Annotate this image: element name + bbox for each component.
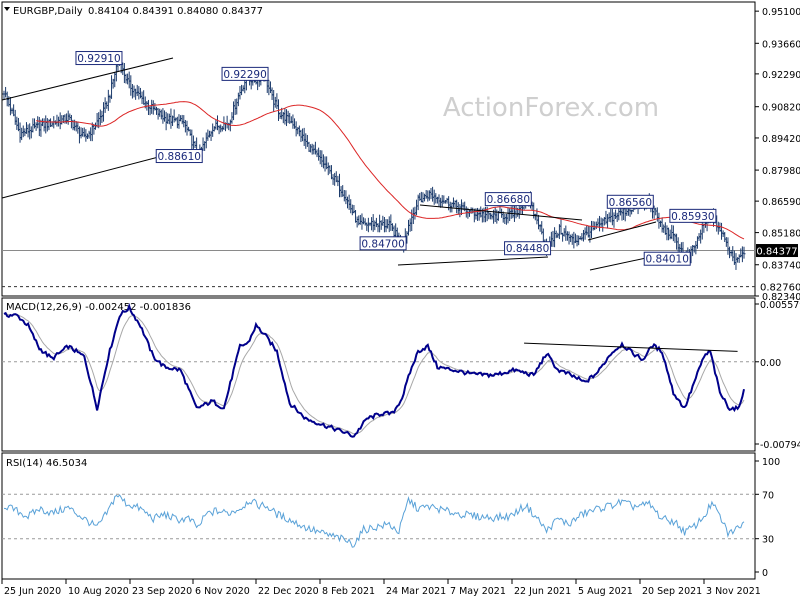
symbol-label: EURGBP,Daily (13, 6, 83, 17)
price-annotation: 0.86680 (484, 192, 532, 207)
price-axis-label: 0.93660 (762, 39, 800, 50)
trendline (1, 57, 174, 101)
price-layer: 0.92910 0.92290 0.88610 0.84700 0.86680 0.844… (1, 51, 755, 288)
price-axis-label: 0.87980 (762, 166, 800, 177)
annotation-box (484, 192, 532, 207)
rsi-axis-label: 30 (762, 535, 774, 546)
annotation-label: 0.84010 (646, 254, 689, 266)
annotation-label: 0.92910 (77, 53, 120, 65)
annotation-box (669, 208, 717, 223)
date-axis-label: 25 Jun 2020 (4, 586, 61, 597)
macd-label: MACD(12,26,9) -0.002452 -0.001836 (6, 302, 191, 313)
current-price-tag: 0.84377 (756, 244, 798, 258)
axis-layer: 0.95100 0.93660 0.92290 0.90820 0.89420 0.879… (1, 7, 800, 597)
price-axis-label: 0.83740 (762, 261, 800, 272)
rsi-axis-label: 100 (762, 457, 780, 468)
rsi-line (3, 494, 745, 548)
macd-panel-frame (1, 297, 756, 452)
date-axis-label: 22 Dec 2020 (258, 586, 319, 597)
macd-trendline (524, 342, 738, 352)
price-annotation: 0.84010 (643, 251, 691, 266)
current-price-label: 0.84377 (756, 247, 797, 258)
trendline (397, 256, 549, 266)
annotation-box (359, 236, 407, 251)
current-price-box (756, 244, 798, 258)
price-header: EURGBP,Daily 0.84104 0.84391 0.84080 0.8… (4, 6, 263, 17)
macd-layer (2, 302, 755, 438)
annotation-label: 0.84480 (506, 243, 549, 255)
price-annotation: 0.92290 (221, 66, 269, 81)
rsi-axis-label: 70 (762, 490, 774, 501)
price-bar (742, 246, 746, 259)
date-axis-label: 22 Jun 2021 (514, 586, 571, 597)
macd-signal-line (3, 313, 745, 435)
price-axis-label: 0.89420 (762, 134, 800, 145)
date-axis-label: 8 Feb 2021 (322, 586, 375, 597)
price-axis-label: 0.95100 (762, 7, 800, 18)
date-axis-label: 6 Nov 2020 (195, 586, 250, 597)
date-axis-label: 23 Sep 2020 (132, 586, 192, 597)
annotation-box (221, 66, 269, 81)
price-annotation: 0.92910 (75, 51, 123, 66)
annotation-box (643, 251, 691, 266)
annotation-box (155, 149, 203, 164)
triangle-icon (4, 7, 10, 11)
date-axis-label: 7 May 2021 (450, 586, 506, 597)
macd-axis-label: 0.005579 (760, 300, 800, 311)
date-axis-label: 24 Mar 2021 (386, 586, 446, 597)
price-annotation: 0.85930 (669, 208, 717, 223)
rsi-axis-label: 0 (762, 568, 768, 579)
annotation-label: 0.92290 (223, 69, 266, 81)
date-axis-label: 3 Nov 2021 (706, 586, 761, 597)
date-axis-label: 10 Aug 2020 (68, 586, 129, 597)
price-axis-label: 0.85180 (762, 229, 800, 240)
price-annotation: 0.84480 (504, 241, 552, 256)
rsi-label: RSI(14) 46.5034 (6, 458, 87, 469)
rsi-panel-frame (1, 452, 756, 580)
support-level-label: 0.82760 (760, 283, 800, 294)
trendline (1, 153, 171, 199)
price-annotation: 0.88610 (155, 149, 203, 164)
annotation-label: 0.86560 (609, 197, 652, 209)
price-annotation: 0.84700 (359, 236, 407, 251)
rsi-layer (2, 493, 755, 548)
date-axis-label: 5 Aug 2021 (578, 586, 633, 597)
price-axis-label: 0.90820 (762, 103, 800, 114)
macd-axis-label: 0.00 (760, 358, 781, 369)
price-axis-label: 0.82340 (762, 292, 800, 303)
price-axis-label: 0.92290 (762, 70, 800, 81)
annotation-label: 0.88610 (158, 151, 201, 163)
annotation-box (606, 194, 654, 209)
price-annotation: 0.86560 (606, 194, 654, 209)
annotation-label: 0.86680 (487, 194, 530, 206)
annotation-label: 0.85930 (671, 211, 714, 223)
trendline (587, 221, 657, 241)
annotation-box (75, 51, 123, 66)
watermark: ActionForex.com (443, 93, 659, 123)
trendline (419, 204, 583, 221)
price-panel-frame (1, 1, 756, 297)
ohlc-label: 0.84104 0.84391 0.84080 0.84377 (88, 6, 263, 17)
date-axis-label: 20 Sep 2021 (642, 586, 702, 597)
annotation-box (504, 241, 552, 256)
price-axis-label: 0.86590 (762, 197, 800, 208)
annotation-label: 0.84700 (361, 238, 404, 250)
